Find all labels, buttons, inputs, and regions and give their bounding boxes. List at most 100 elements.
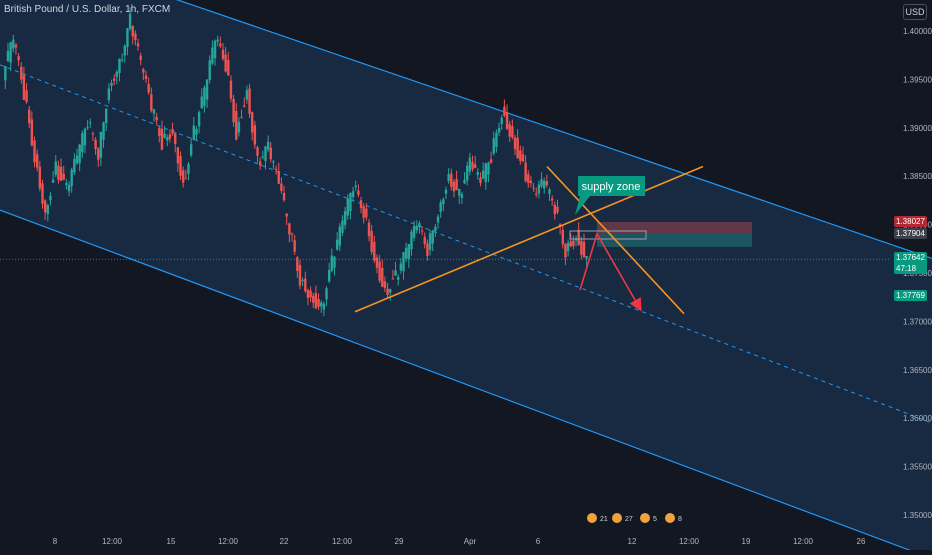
entry-price-label: 1.37904 bbox=[894, 228, 927, 239]
candle-body bbox=[346, 198, 349, 216]
candle-body bbox=[335, 239, 339, 250]
candle-body bbox=[128, 13, 132, 29]
candle-body bbox=[219, 43, 222, 47]
candle-body bbox=[187, 164, 190, 174]
candle-body bbox=[505, 112, 509, 129]
candle-body bbox=[142, 69, 145, 73]
candle-body bbox=[243, 105, 246, 107]
candle-body bbox=[22, 75, 26, 100]
candle-body bbox=[548, 189, 551, 194]
candle-body bbox=[439, 202, 442, 212]
candle-body bbox=[30, 119, 34, 146]
candle-body bbox=[383, 281, 387, 289]
candle-body bbox=[516, 137, 519, 159]
candle-body bbox=[166, 137, 169, 141]
candle-body bbox=[256, 147, 259, 156]
candle-body bbox=[367, 222, 371, 237]
candle-body bbox=[484, 163, 487, 182]
candle-body bbox=[203, 87, 206, 107]
supply-zone-callout: supply zone bbox=[575, 176, 645, 215]
candle-body bbox=[399, 263, 403, 271]
candle-body bbox=[407, 244, 411, 260]
candle-body bbox=[415, 225, 418, 231]
candle-body bbox=[110, 82, 113, 86]
candle-body bbox=[14, 44, 18, 48]
candle-body bbox=[123, 45, 126, 56]
candle-body bbox=[293, 240, 296, 252]
x-tick-label: 6 bbox=[536, 537, 541, 546]
candle-body bbox=[274, 168, 278, 170]
candle-body bbox=[564, 244, 567, 258]
event-icon-circle bbox=[665, 513, 675, 523]
candle-body bbox=[521, 154, 525, 162]
current-price-label: 1.37642 47:18 bbox=[894, 252, 927, 274]
candle-body bbox=[272, 161, 275, 163]
candle-body bbox=[529, 180, 533, 184]
candle-body bbox=[426, 243, 429, 256]
candle-body bbox=[150, 94, 153, 111]
x-tick-label: 12:00 bbox=[332, 537, 353, 546]
x-tick-label: 22 bbox=[280, 537, 289, 546]
candle-body bbox=[519, 150, 522, 161]
candle-body bbox=[312, 295, 315, 303]
candle-body bbox=[176, 147, 180, 164]
candle-body bbox=[479, 177, 482, 183]
currency-selector[interactable]: USD bbox=[903, 4, 927, 20]
candle-body bbox=[330, 255, 334, 271]
events-icon[interactable]: 21 bbox=[587, 513, 608, 523]
candle-body bbox=[288, 223, 291, 235]
candle-body bbox=[269, 147, 272, 160]
y-tick-label: 1.40000 bbox=[903, 27, 932, 36]
candle-body bbox=[227, 59, 230, 76]
candle-body bbox=[83, 128, 87, 146]
candle-body bbox=[423, 236, 426, 244]
candle-body bbox=[325, 288, 328, 300]
candle-body bbox=[152, 109, 156, 114]
candle-body bbox=[258, 161, 262, 166]
candle-body bbox=[248, 88, 251, 114]
candle-body bbox=[229, 80, 233, 99]
candle-body bbox=[471, 161, 474, 170]
candle-body bbox=[452, 181, 456, 192]
candle-body bbox=[306, 290, 310, 298]
events-icon[interactable]: 27 bbox=[612, 513, 633, 523]
callout-bubble bbox=[575, 176, 645, 215]
candle-body bbox=[556, 206, 559, 213]
candle-body bbox=[481, 170, 485, 179]
candle-body bbox=[460, 194, 464, 198]
candle-body bbox=[181, 170, 185, 183]
candle-body bbox=[253, 125, 257, 145]
candle-body bbox=[381, 267, 384, 287]
candle-body bbox=[184, 178, 188, 180]
candle-body bbox=[397, 276, 400, 280]
event-icon-circle bbox=[587, 513, 597, 523]
channel-lower-line bbox=[0, 209, 925, 555]
candle-body bbox=[532, 187, 535, 189]
candle-body bbox=[94, 139, 97, 149]
candle-body bbox=[282, 192, 286, 201]
candle-body bbox=[57, 165, 60, 180]
candle-body bbox=[428, 233, 432, 251]
candle-body bbox=[46, 205, 49, 215]
events-icon[interactable]: 8 bbox=[665, 513, 682, 523]
candle-body bbox=[468, 157, 472, 172]
events-icon[interactable]: 5 bbox=[640, 513, 657, 523]
candle-body bbox=[455, 179, 458, 191]
candle-body bbox=[211, 47, 214, 64]
target-low-price-label: 1.37769 bbox=[894, 290, 927, 301]
candle-body bbox=[320, 302, 323, 307]
x-tick-label: 12 bbox=[628, 537, 637, 546]
candle-body bbox=[351, 191, 355, 198]
event-count: 21 bbox=[600, 516, 608, 523]
candle-body bbox=[73, 159, 76, 173]
candle-body bbox=[38, 166, 42, 189]
candle-body bbox=[420, 230, 424, 232]
symbol-title[interactable]: British Pound / U.S. Dollar, 1h, FXCM bbox=[4, 4, 171, 15]
candle-body bbox=[158, 128, 161, 137]
candle-body bbox=[577, 229, 580, 245]
y-tick-label: 1.38500 bbox=[903, 172, 932, 181]
candle-body bbox=[301, 279, 304, 281]
